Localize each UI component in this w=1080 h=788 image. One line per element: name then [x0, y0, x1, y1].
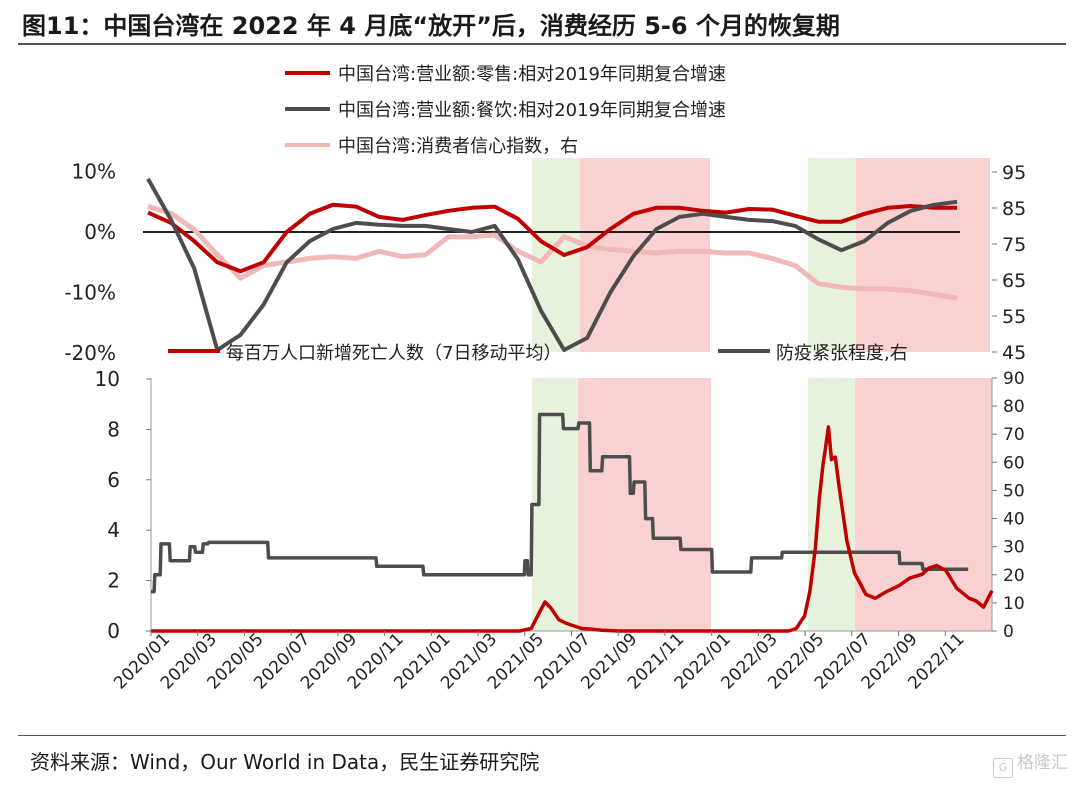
legend-label-stringency: 防疫紧张程度,右: [776, 343, 908, 364]
right-tick-label: 50: [1003, 481, 1025, 501]
right-tick-label: 70: [1003, 425, 1025, 445]
right-tick-label: 95: [1002, 162, 1026, 184]
legend-label-retail: 中国台湾:营业额:零售:相对2019年同期复合增速: [338, 64, 726, 85]
right-tick-label: 0: [1003, 622, 1014, 642]
retail-line: [147, 202, 957, 274]
source-note: 资料来源：Wind，Our World in Data，民生证券研究院: [30, 750, 540, 774]
right-tick-label: 45: [1002, 342, 1026, 364]
legend-label-dining: 中国台湾:营业额:餐饮:相对2019年同期复合增速: [338, 100, 726, 121]
right-tick-label: 90: [1003, 369, 1025, 389]
shaded-period-red: [855, 378, 992, 631]
covid-chart: 108642090807060504030201002020/012020/03…: [95, 343, 1025, 693]
deaths-line: [151, 425, 994, 633]
right-tick-label: 75: [1002, 234, 1026, 256]
watermark-text: 格隆汇: [1017, 753, 1068, 773]
left-tick-label: 4: [107, 518, 120, 542]
left-tick-label: 10: [95, 367, 120, 391]
watermark: G 格隆汇: [993, 748, 1068, 778]
legend-label-deaths: 每百万人口新增死亡人数（7日移动平均）: [226, 343, 561, 364]
shaded-period-green: [808, 158, 856, 352]
left-tick-label: 10%: [72, 160, 116, 184]
right-tick-label: 30: [1003, 538, 1025, 558]
left-tick-label: -20%: [64, 341, 116, 365]
right-tick-label: 80: [1003, 397, 1025, 417]
footer-divider: [18, 735, 1066, 736]
figure-title: 图11：中国台湾在 2022 年 4 月底“放开”后，消费经历 5-6 个月的恢…: [22, 12, 840, 40]
shaded-period-green: [532, 158, 580, 352]
shaded-period-red: [580, 158, 710, 352]
legend-label-confidence: 中国台湾:消费者信心指数，右: [338, 136, 578, 157]
right-tick-label: 60: [1003, 453, 1025, 473]
watermark-logo-icon: G: [993, 758, 1013, 778]
right-tick-label: 10: [1003, 594, 1025, 614]
left-tick-label: 0%: [84, 220, 116, 244]
dining-line: [146, 177, 958, 352]
right-tick-label: 55: [1002, 306, 1026, 328]
right-tick-label: 40: [1003, 510, 1025, 530]
right-tick-label: 20: [1003, 566, 1025, 586]
left-tick-label: 8: [107, 417, 120, 441]
right-tick-label: 65: [1002, 270, 1026, 292]
left-tick-label: 0: [107, 619, 120, 643]
title-divider: [18, 43, 1066, 45]
left-tick-label: 6: [107, 468, 120, 492]
consumption-chart: 10% 0% -10% -20% 95 85 75 65 55 45 中国台湾:营业额:零售:相对…: [64, 64, 1026, 365]
left-tick-label: 2: [107, 569, 120, 593]
right-tick-label: 85: [1002, 198, 1026, 220]
shaded-period-red: [856, 158, 990, 352]
stringency-line: [151, 412, 969, 594]
shaded-period-green: [808, 378, 855, 631]
left-tick-label: -10%: [64, 281, 116, 305]
